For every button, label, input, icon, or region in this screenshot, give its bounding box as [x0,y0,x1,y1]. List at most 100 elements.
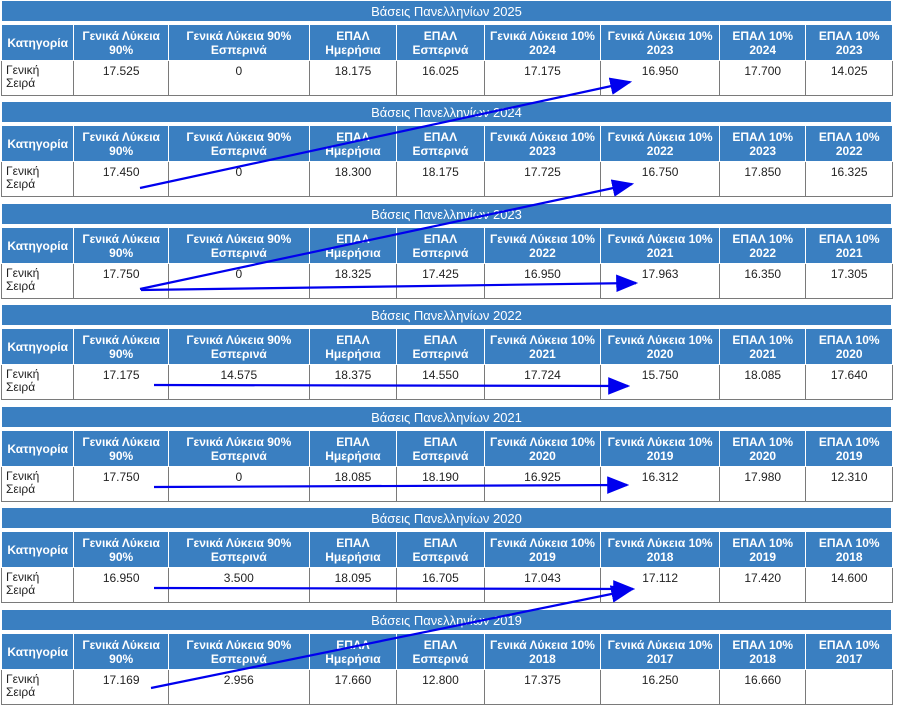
year-block: Βάσεις Πανελληνίων 2022 Κατηγορία Γενικά Λ… [0,304,893,406]
header-year: 2018 [835,549,863,564]
header-label: ΕΠΑΛ Ημερήσια [325,28,381,57]
header-label: Γενικά Λύκεια 10% [490,28,595,43]
header-category: Κατηγορία [0,430,75,467]
header-label: Γενικά Λύκεια 10% [607,129,713,144]
value-cell: 17.112 [600,567,720,603]
table-row: Γενική Σειρά 17.169 2.956 17.660 12.800 17.37… [0,669,893,705]
header-epal-evening: ΕΠΑΛ Εσπερινά [396,24,485,61]
header-label: ΕΠΑΛ 10% [732,535,794,550]
header-label: Γενικά Λύκεια 10% [607,434,713,449]
header-label: Γενικά Λύκεια 10% [490,535,595,550]
header-year: 2021 [529,346,556,361]
category-cell: Γενική Σειρά [0,669,75,705]
header-epal10-b: ΕΠΑΛ 10% 2019 [805,430,893,467]
header-epal-evening: ΕΠΑΛ Εσπερινά [396,125,485,162]
header-label: Γενικά Λύκεια 10% [607,332,713,347]
bases-table: Κατηγορία Γενικά Λύκεια 90% Γενικά Λύκεια … [0,328,893,400]
value-cell: 17.450 [73,161,169,197]
header-row: Κατηγορία Γενικά Λύκεια 90% Γενικά Λύκεια … [0,531,893,568]
header-label: Γενικά Λύκεια 10% [490,332,595,347]
header-year: 2022 [646,143,674,158]
value-cell: 14.025 [805,60,893,96]
header-epal10-b: ΕΠΑΛ 10% 2017 [805,633,893,670]
header-row: Κατηγορία Γενικά Λύκεια 90% Γενικά Λύκεια … [0,125,893,162]
header-gl10-a: Γενικά Λύκεια 10% 2024 [483,24,602,61]
header-year: 2019 [749,549,777,564]
value-cell: 17.169 [73,669,169,705]
header-label: Κατηγορία [7,35,68,50]
header-year: 2017 [646,651,674,666]
header-label: Κατηγορία [7,136,68,151]
header-gl10-a: Γενικά Λύκεια 10% 2020 [483,430,602,467]
header-label: ΕΠΑΛ Ημερήσια [325,434,381,463]
value-cell: 17.175 [73,364,169,400]
header-gl10-a: Γενικά Λύκεια 10% 2019 [483,531,602,568]
header-gl90-evening: Γενικά Λύκεια 90% Εσπερινά [167,633,310,670]
value-cell: 16.350 [718,263,807,299]
header-label: ΕΠΑΛ Εσπερινά [412,637,469,666]
value-cell: 17.043 [483,567,602,603]
header-epal10-a: ΕΠΑΛ 10% 2020 [718,430,807,467]
value-cell: 17.980 [718,466,807,502]
value-cell: 16.705 [396,567,485,603]
header-gl90: Γενικά Λύκεια 90% [73,24,169,61]
value-cell: 17.700 [718,60,807,96]
value-cell: 16.325 [805,161,893,197]
header-year: 2019 [835,448,863,463]
header-epal-day: ΕΠΑΛ Ημερήσια [308,531,398,568]
header-year: 2021 [749,346,777,361]
table-row: Γενική Σειρά 17.525 0 18.175 16.025 17.175 16.… [0,60,893,96]
header-label: Γενικά Λύκεια 90% Εσπερινά [186,637,292,666]
header-label: Γενικά Λύκεια 90% Εσπερινά [186,28,292,57]
header-label: ΕΠΑΛ 10% [732,231,794,246]
header-gl10-b: Γενικά Λύκεια 10% 2018 [600,531,720,568]
header-label: Γενικά Λύκεια 90% [82,129,160,158]
header-gl90: Γενικά Λύκεια 90% [73,125,169,162]
category-cell: Γενική Σειρά [0,263,75,299]
block-title: Βάσεις Πανελληνίων 2019 [1,609,892,631]
header-gl90: Γενικά Λύκεια 90% [73,227,169,264]
header-category: Κατηγορία [0,24,75,61]
header-category: Κατηγορία [0,227,75,264]
header-gl90-evening: Γενικά Λύκεια 90% Εσπερινά [167,227,310,264]
header-epal10-b: ΕΠΑΛ 10% 2023 [805,24,893,61]
header-year: 2017 [835,651,863,666]
header-label: ΕΠΑΛ Εσπερινά [412,332,469,361]
header-label: Γενικά Λύκεια 90% Εσπερινά [186,129,292,158]
value-cell: 17.640 [805,364,893,400]
header-label: ΕΠΑΛ 10% [818,332,880,347]
value-cell: 18.085 [718,364,807,400]
year-block: Βάσεις Πανελληνίων 2020 Κατηγορία Γενικά Λ… [0,507,893,609]
header-year: 2023 [529,143,556,158]
header-year: 2018 [529,651,556,666]
header-row: Κατηγορία Γενικά Λύκεια 90% Γενικά Λύκεια … [0,430,893,467]
header-gl10-a: Γενικά Λύκεια 10% 2022 [483,227,602,264]
header-epal-day: ΕΠΑΛ Ημερήσια [308,328,398,365]
header-label: ΕΠΑΛ Εσπερινά [412,434,469,463]
value-cell: 17.425 [396,263,485,299]
header-year: 2019 [646,448,674,463]
table-row: Γενική Σειρά 17.750 0 18.085 18.190 16.925 16.… [0,466,893,502]
header-label: Γενικά Λύκεια 10% [490,231,595,246]
header-epal10-b: ΕΠΑΛ 10% 2021 [805,227,893,264]
header-year: 2023 [835,42,863,57]
value-cell: 0 [167,161,310,197]
header-label: Γενικά Λύκεια 90% [82,231,160,260]
header-year: 2021 [646,245,674,260]
header-gl90-evening: Γενικά Λύκεια 90% Εσπερινά [167,531,310,568]
header-year: 2023 [749,143,777,158]
value-cell: 12.310 [805,466,893,502]
value-cell: 17.963 [600,263,720,299]
header-epal-evening: ΕΠΑΛ Εσπερινά [396,633,485,670]
header-year: 2024 [529,42,556,57]
value-cell: 17.175 [483,60,602,96]
value-cell: 17.660 [308,669,398,705]
header-label: ΕΠΑΛ 10% [818,231,880,246]
header-label: ΕΠΑΛ Ημερήσια [325,231,381,260]
header-label: Γενικά Λύκεια 10% [607,231,713,246]
category-cell: Γενική Σειρά [0,60,75,96]
header-gl10-b: Γενικά Λύκεια 10% 2021 [600,227,720,264]
header-category: Κατηγορία [0,531,75,568]
block-title: Βάσεις Πανελληνίων 2025 [1,0,892,22]
bases-table: Κατηγορία Γενικά Λύκεια 90% Γενικά Λύκεια … [0,125,893,197]
